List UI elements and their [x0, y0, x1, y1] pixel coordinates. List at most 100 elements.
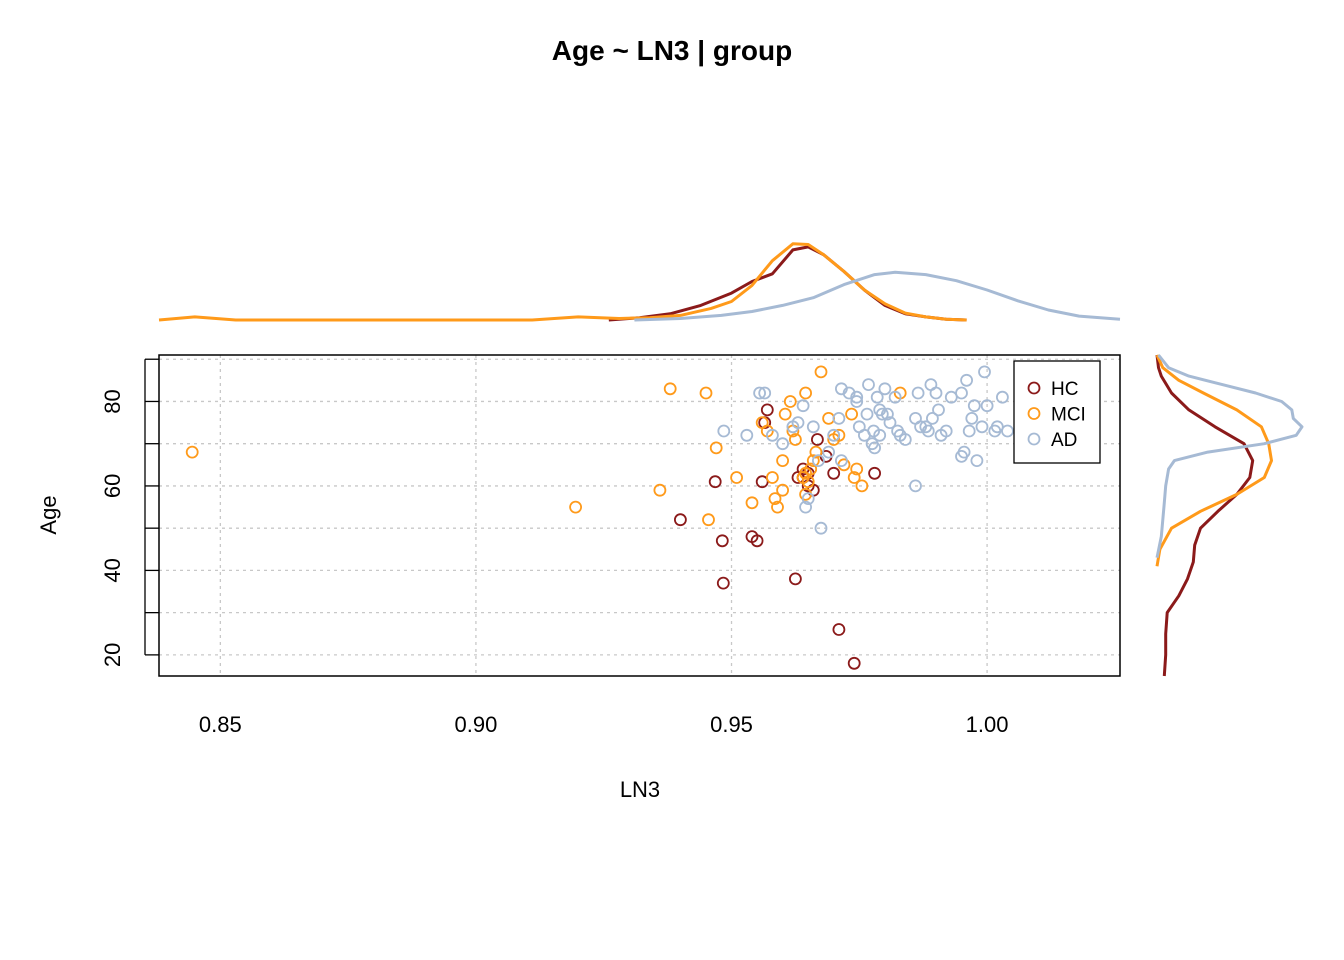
grid-lines	[159, 355, 1120, 676]
point-ad	[796, 399, 810, 413]
point-mci	[771, 500, 784, 514]
y-density-mci	[1155, 354, 1273, 567]
x-density-ad	[634, 270, 1121, 322]
point-mci	[822, 411, 835, 425]
point-hc	[716, 576, 730, 590]
point-hc	[750, 534, 764, 548]
point-ad	[873, 428, 887, 442]
point-ad	[965, 411, 979, 425]
point-mci	[845, 407, 858, 421]
point-mci	[745, 496, 759, 510]
point-ad	[850, 395, 864, 408]
y-marginal-density	[1155, 354, 1304, 677]
point-ad	[801, 492, 815, 506]
y-tick-label: 80	[100, 389, 125, 413]
point-ad	[980, 399, 994, 413]
point-hc	[708, 475, 722, 489]
legend-label-hc: HC	[1051, 379, 1078, 400]
data-points	[185, 365, 1014, 670]
point-ad	[873, 403, 887, 417]
point-ad	[850, 390, 864, 404]
x-tick-label: 0.85	[199, 712, 242, 737]
plot-frame	[158, 354, 1121, 677]
x-tick-label: 0.95	[710, 712, 753, 737]
point-ad	[766, 428, 779, 442]
point-ad	[878, 382, 892, 396]
point-ad	[921, 424, 935, 438]
point-mci	[847, 471, 861, 484]
point-ad	[939, 424, 953, 438]
y-tick-label: 60	[100, 474, 125, 498]
legend-label-ad: AD	[1051, 430, 1077, 451]
point-ad	[1001, 424, 1014, 438]
x-marginal-density	[158, 242, 1121, 322]
point-ad	[929, 386, 943, 400]
point-mci	[709, 441, 723, 455]
point-ad	[758, 386, 772, 400]
point-ad	[868, 441, 881, 455]
point-ad	[814, 521, 828, 535]
point-mci	[789, 433, 802, 446]
x-tick-label: 1.00	[966, 712, 1009, 737]
point-mci	[855, 479, 869, 493]
point-ad	[978, 365, 991, 379]
point-mci	[653, 483, 667, 497]
point-ad	[888, 390, 902, 404]
point-ad	[926, 411, 939, 425]
point-ad	[776, 437, 789, 451]
point-mci	[663, 382, 677, 396]
point-mci	[804, 462, 818, 476]
point-mci	[814, 365, 828, 379]
point-ad	[791, 416, 805, 430]
point-ad	[812, 454, 825, 468]
legend-label-mci: MCI	[1051, 405, 1086, 426]
point-ad	[870, 390, 884, 404]
point-ad	[967, 399, 981, 413]
point-mci	[776, 454, 789, 468]
point-ad	[835, 454, 848, 468]
point-ad	[909, 479, 922, 493]
point-mci	[799, 386, 812, 400]
point-mci	[569, 500, 582, 514]
point-ad	[717, 424, 731, 438]
point-mci	[766, 471, 779, 484]
y-axis: 20 40 60 80	[100, 358, 159, 667]
point-hc	[789, 572, 802, 586]
point-ad	[799, 500, 812, 514]
point-ad	[932, 403, 945, 417]
x-density-hc	[608, 245, 967, 322]
point-mci	[776, 483, 789, 497]
y-tick-label: 40	[100, 558, 125, 582]
point-mci	[801, 475, 815, 489]
point-ad	[955, 386, 968, 400]
legend-marker-ad	[1027, 432, 1041, 446]
point-ad	[957, 445, 971, 459]
point-hc	[847, 656, 861, 670]
point-ad	[822, 445, 835, 459]
point-mci	[778, 407, 792, 421]
point-hc	[832, 623, 846, 636]
point-ad	[883, 416, 897, 430]
legend: HC MCI AD	[1013, 360, 1101, 464]
point-ad	[832, 411, 846, 425]
y-axis-label: Age	[36, 495, 61, 534]
point-hc	[674, 513, 687, 527]
point-ad	[960, 373, 973, 387]
x-axis: 0.85 0.90 0.95 1.00	[199, 712, 1009, 737]
y-density-hc	[1155, 354, 1255, 677]
y-density-ad	[1155, 354, 1304, 558]
legend-marker-hc	[1027, 381, 1041, 395]
legend-marker-mci	[1027, 407, 1041, 420]
chart-title: Age ~ LN3 | group	[552, 35, 792, 66]
point-ad	[970, 454, 984, 468]
point-hc	[760, 403, 774, 417]
point-ad	[753, 386, 766, 400]
y-tick-label: 20	[100, 643, 125, 667]
point-ad	[996, 390, 1009, 404]
point-ad	[806, 420, 820, 434]
point-mci	[783, 395, 797, 408]
point-ad	[740, 428, 754, 442]
point-ad	[975, 420, 989, 434]
x-density-mci	[158, 242, 967, 322]
